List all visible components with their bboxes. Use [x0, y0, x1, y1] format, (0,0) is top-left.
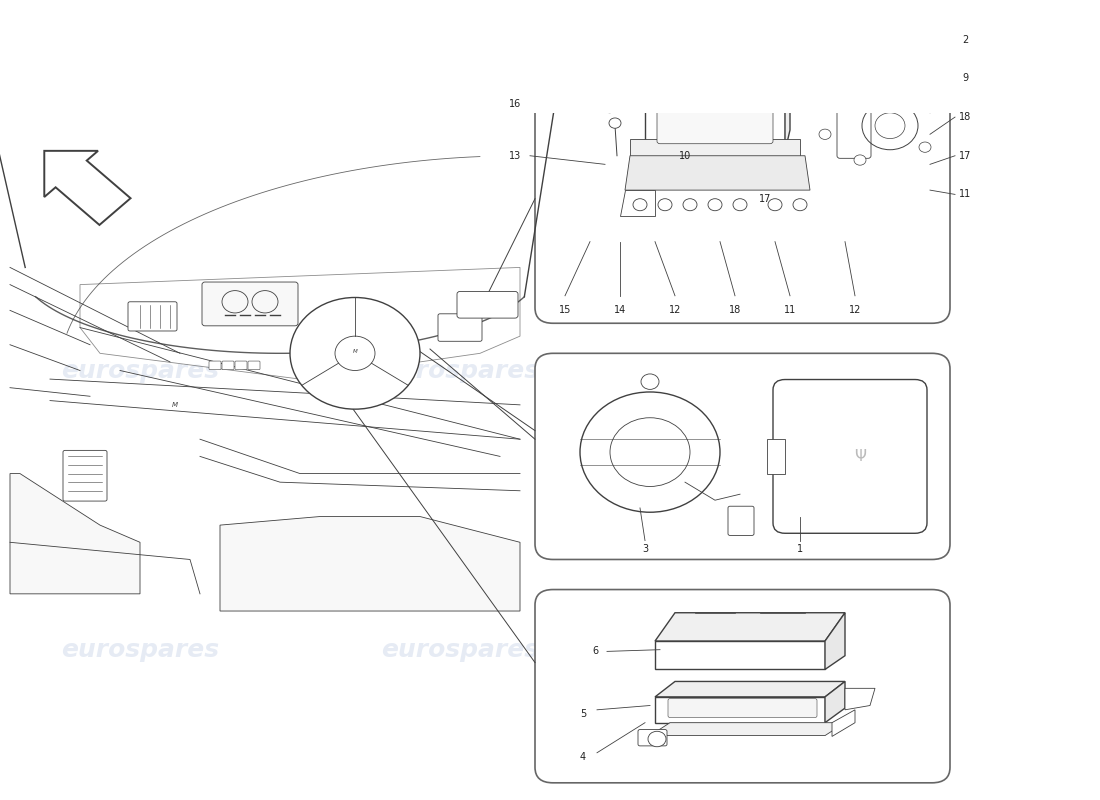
Circle shape [854, 155, 866, 165]
Polygon shape [785, 35, 790, 151]
Text: 14: 14 [614, 306, 626, 315]
Text: eurospares: eurospares [60, 638, 219, 662]
FancyBboxPatch shape [128, 302, 177, 331]
Text: 10: 10 [679, 150, 691, 161]
Text: 15: 15 [559, 306, 571, 315]
FancyBboxPatch shape [535, 354, 950, 559]
Circle shape [918, 142, 931, 152]
Polygon shape [645, 91, 785, 151]
FancyBboxPatch shape [456, 291, 518, 318]
Circle shape [609, 118, 622, 128]
FancyBboxPatch shape [63, 450, 107, 501]
Circle shape [733, 198, 747, 210]
FancyBboxPatch shape [202, 282, 298, 326]
Text: 12: 12 [669, 306, 681, 315]
Text: 16: 16 [509, 99, 521, 110]
FancyBboxPatch shape [235, 361, 248, 370]
Polygon shape [650, 722, 845, 735]
Circle shape [632, 198, 647, 210]
Circle shape [252, 290, 278, 313]
Circle shape [683, 198, 697, 210]
FancyBboxPatch shape [837, 110, 871, 158]
Circle shape [820, 129, 830, 139]
Text: M: M [172, 402, 178, 408]
Text: 2: 2 [961, 34, 968, 45]
FancyBboxPatch shape [638, 730, 667, 746]
Polygon shape [654, 697, 825, 722]
Polygon shape [825, 613, 845, 670]
Polygon shape [654, 682, 845, 697]
FancyBboxPatch shape [209, 361, 221, 370]
FancyBboxPatch shape [657, 100, 773, 144]
Polygon shape [80, 267, 520, 379]
Polygon shape [625, 156, 810, 190]
FancyBboxPatch shape [535, 0, 950, 323]
Polygon shape [645, 35, 790, 91]
Circle shape [658, 198, 672, 210]
Circle shape [768, 198, 782, 210]
FancyBboxPatch shape [535, 590, 950, 783]
Polygon shape [220, 517, 520, 611]
FancyBboxPatch shape [438, 314, 482, 342]
Polygon shape [654, 641, 825, 670]
Text: 11: 11 [959, 190, 971, 199]
Circle shape [571, 15, 585, 27]
FancyBboxPatch shape [728, 506, 754, 535]
Circle shape [793, 198, 807, 210]
FancyBboxPatch shape [773, 379, 927, 534]
Text: 6: 6 [592, 646, 598, 656]
Text: Ψ: Ψ [854, 449, 866, 464]
Text: eurospares: eurospares [60, 358, 219, 382]
Polygon shape [10, 474, 140, 594]
Circle shape [222, 290, 248, 313]
Text: 18: 18 [959, 112, 971, 122]
Text: 1: 1 [796, 544, 803, 554]
Polygon shape [654, 613, 845, 641]
Circle shape [708, 198, 722, 210]
FancyBboxPatch shape [580, 439, 720, 465]
Polygon shape [630, 138, 800, 156]
Text: 13: 13 [509, 150, 521, 161]
Polygon shape [845, 688, 875, 710]
Text: eurospares: eurospares [381, 638, 539, 662]
Text: 9: 9 [961, 74, 968, 83]
Circle shape [336, 336, 375, 370]
FancyBboxPatch shape [222, 361, 234, 370]
Polygon shape [825, 682, 845, 722]
Circle shape [290, 298, 420, 409]
Circle shape [641, 374, 659, 390]
FancyBboxPatch shape [248, 361, 260, 370]
Polygon shape [767, 439, 785, 474]
Text: M: M [353, 349, 358, 354]
Text: 17: 17 [759, 194, 771, 204]
FancyBboxPatch shape [668, 698, 817, 718]
Circle shape [648, 731, 666, 746]
Polygon shape [695, 10, 790, 35]
Polygon shape [44, 151, 131, 225]
Polygon shape [620, 190, 654, 216]
Text: 11: 11 [784, 306, 796, 315]
Text: 18: 18 [729, 306, 741, 315]
Text: eurospares: eurospares [381, 358, 539, 382]
Text: 17: 17 [959, 150, 971, 161]
Text: 3: 3 [642, 544, 648, 554]
Text: 5: 5 [580, 709, 586, 719]
Polygon shape [832, 710, 855, 737]
Text: 12: 12 [849, 306, 861, 315]
Text: 4: 4 [580, 752, 586, 762]
